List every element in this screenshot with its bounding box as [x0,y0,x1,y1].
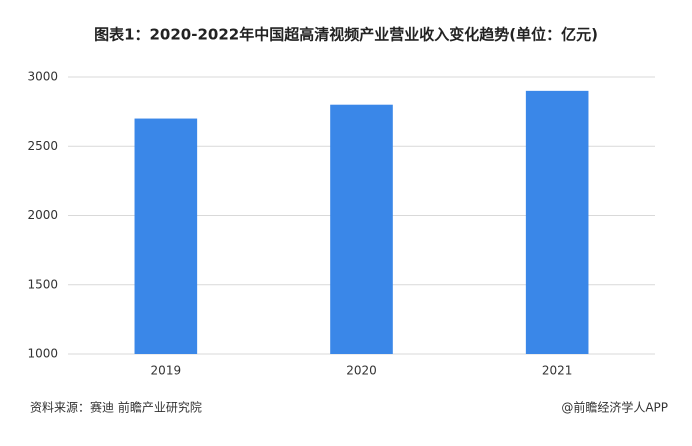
credit: @前瞻经济学人APP [561,400,668,415]
y-tick-label: 1000 [27,347,58,361]
bar [134,118,198,354]
y-tick-label: 2000 [27,208,58,222]
y-tick-label: 1500 [27,277,58,291]
chart-title: 图表1：2020-2022年中国超高清视频产业营业收入变化趋势(单位：亿元) [94,26,598,44]
y-tick-label: 2500 [27,139,58,153]
y-tick-label: 3000 [27,70,58,84]
source-note: 资料来源：赛迪 前瞻产业研究院 [30,400,202,415]
x-tick-label: 2021 [542,364,573,378]
bar [525,90,589,354]
x-tick-label: 2020 [346,364,377,378]
x-tick-label: 2019 [151,364,182,378]
bar [330,104,393,354]
